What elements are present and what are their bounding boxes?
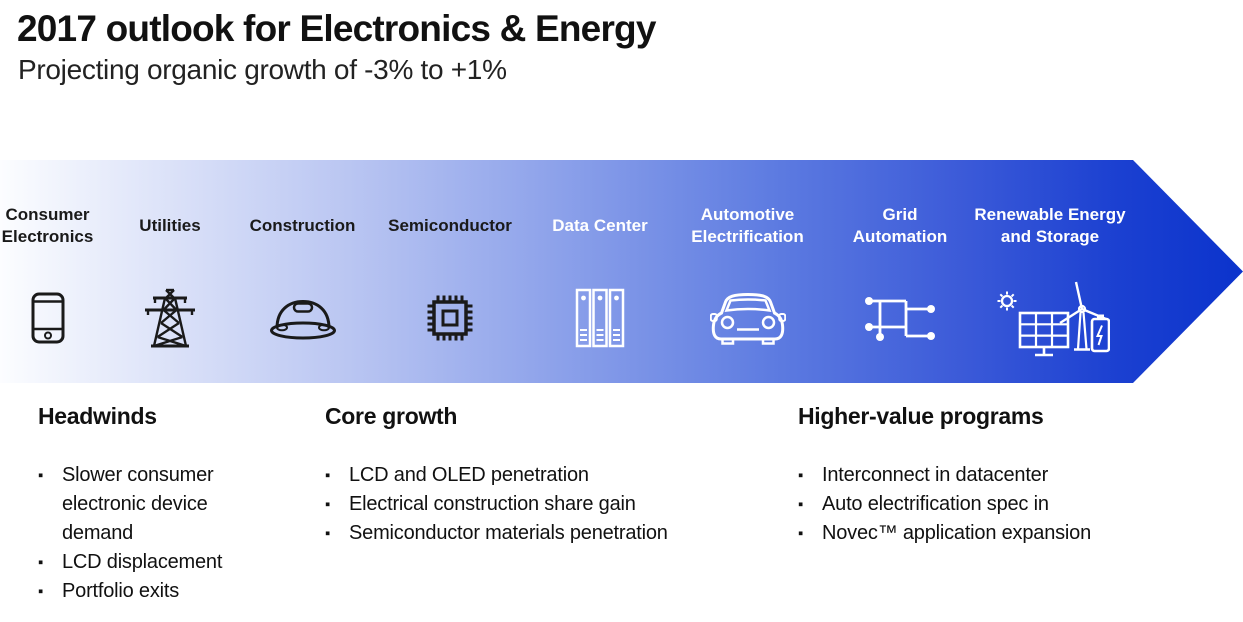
- list-item: ▪ Novec™ application expansion: [798, 519, 1238, 548]
- bullet-marker-icon: ▪: [38, 554, 44, 571]
- segment-label: Consumer Electronics: [1, 204, 94, 246]
- banner-segment-grid-automation: Grid Automation: [835, 160, 965, 383]
- banner-segment-data-center: Data Center: [540, 160, 660, 383]
- segment-label: Data Center: [552, 215, 648, 235]
- bullet-text: Semiconductor materials penetration: [349, 522, 668, 544]
- segment-label: Automotive Electrification: [691, 204, 804, 246]
- bullet-marker-icon: ▪: [38, 467, 44, 484]
- bullet-list: ▪ LCD and OLED penetration ▪ Electrical …: [325, 461, 785, 548]
- bullet-text: Novec™ application expansion: [822, 522, 1092, 544]
- bullet-text: Auto electrification spec in: [822, 493, 1049, 515]
- bullet-marker-icon: ▪: [798, 525, 804, 542]
- section-headwinds: Headwinds ▪ Slower consumer electronic d…: [38, 403, 258, 606]
- server-rack-icon: [540, 278, 660, 358]
- bullet-marker-icon: ▪: [798, 467, 804, 484]
- bullet-text: Slower consumer electronic device demand: [62, 464, 214, 544]
- section-heading: Headwinds: [38, 403, 157, 429]
- banner-segment-renewable-energy-and-storage: Renewable Energy and Storage: [965, 160, 1135, 383]
- list-item: ▪ Electrical construction share gain: [325, 490, 785, 519]
- segment-label: Semiconductor: [388, 215, 512, 235]
- list-item: ▪ LCD displacement: [38, 548, 258, 577]
- bullet-marker-icon: ▪: [325, 496, 331, 513]
- section-higher-value-programs: Higher-value programs ▪ Interconnect in …: [798, 403, 1238, 548]
- segment-label: Grid Automation: [852, 204, 948, 246]
- section-heading: Higher-value programs: [798, 403, 1044, 429]
- bullet-marker-icon: ▪: [325, 525, 331, 542]
- bullet-list: ▪ Slower consumer electronic device dema…: [38, 461, 258, 606]
- bullet-marker-icon: ▪: [38, 583, 44, 600]
- bullet-list: ▪ Interconnect in datacenter ▪ Auto elec…: [798, 461, 1238, 548]
- bullet-text: LCD and OLED penetration: [349, 464, 589, 486]
- hard-hat-icon: [245, 278, 360, 358]
- segment-arrow-banner: Consumer Electronics Utilities: [0, 160, 1243, 383]
- section-heading: Core growth: [325, 403, 458, 429]
- transmission-tower-icon: [95, 278, 245, 358]
- bullet-text: Portfolio exits: [62, 580, 180, 602]
- banner-segment-automotive-electrification: Automotive Electrification: [660, 160, 835, 383]
- list-item: ▪ Auto electrification spec in: [798, 490, 1238, 519]
- list-item: ▪ Portfolio exits: [38, 577, 258, 606]
- segment-label: Construction: [249, 215, 356, 235]
- smartphone-icon: [0, 278, 95, 358]
- banner-segment-consumer-electronics: Consumer Electronics: [0, 160, 95, 383]
- segment-label: Renewable Energy and Storage: [974, 204, 1126, 246]
- section-core-growth: Core growth ▪ LCD and OLED penetration ▪…: [325, 403, 785, 548]
- microchip-icon: [360, 278, 540, 358]
- list-item: ▪ Semiconductor materials penetration: [325, 519, 785, 548]
- list-item: ▪ LCD and OLED penetration: [325, 461, 785, 490]
- banner-segment-utilities: Utilities: [95, 160, 245, 383]
- bullet-marker-icon: ▪: [798, 496, 804, 513]
- bullet-text: Electrical construction share gain: [349, 493, 636, 515]
- list-item: ▪ Slower consumer electronic device dema…: [38, 461, 258, 548]
- renewable-energy-icon: [965, 278, 1135, 358]
- banner-segment-construction: Construction: [245, 160, 360, 383]
- bullet-text: Interconnect in datacenter: [822, 464, 1049, 486]
- page-title: 2017 outlook for Electronics & Energy: [17, 8, 656, 49]
- banner-segment-semiconductor: Semiconductor: [360, 160, 540, 383]
- page-subtitle: Projecting organic growth of -3% to +1%: [18, 54, 507, 85]
- bullet-marker-icon: ▪: [325, 467, 331, 484]
- grid-network-icon: [835, 278, 965, 358]
- bullet-text: LCD displacement: [62, 551, 223, 573]
- car-icon: [660, 278, 835, 358]
- list-item: ▪ Interconnect in datacenter: [798, 461, 1238, 490]
- segment-label: Utilities: [139, 215, 201, 235]
